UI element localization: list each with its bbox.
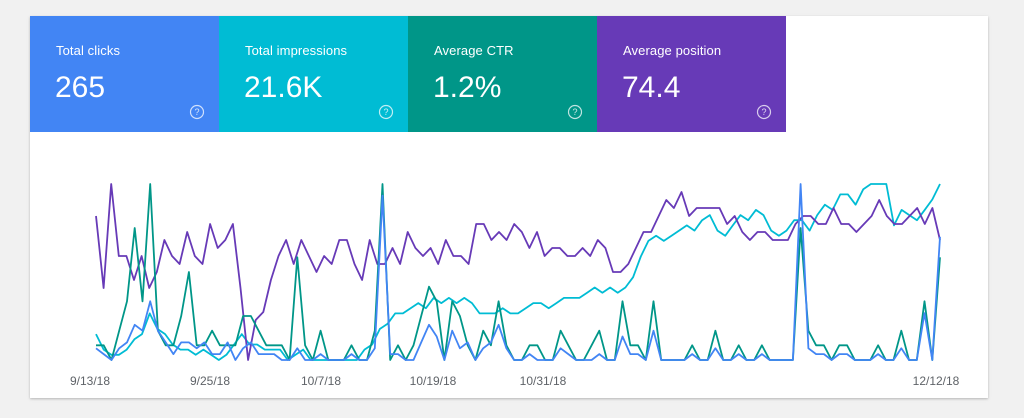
performance-card: Total clicks 265 ? Total impressions 21.… — [30, 16, 988, 398]
x-tick-label: 10/19/18 — [410, 374, 457, 388]
x-tick-label: 10/7/18 — [301, 374, 341, 388]
tile-value: 74.4 — [622, 71, 681, 104]
tile-value: 21.6K — [244, 71, 323, 104]
x-axis-ticks: 9/13/18 9/25/18 10/7/18 10/19/18 10/31/18 12/… — [70, 374, 960, 388]
chart-lines — [95, 183, 941, 361]
svg-text:?: ? — [572, 107, 577, 117]
tile-value: 1.2% — [433, 71, 502, 104]
x-tick-label: 9/25/18 — [190, 374, 230, 388]
svg-text:?: ? — [761, 107, 766, 117]
help-circle-icon[interactable]: ? — [189, 104, 205, 120]
tile-label: Average position — [623, 43, 722, 58]
svg-text:?: ? — [194, 107, 199, 117]
tile-label: Total clicks — [56, 43, 121, 58]
x-tick-label: 10/31/18 — [520, 374, 567, 388]
series-line-average-ctr — [96, 183, 941, 361]
performance-line-chart: 9/13/18 9/25/18 10/7/18 10/19/18 10/31/18 12/… — [70, 183, 960, 388]
tile-average-ctr[interactable]: Average CTR 1.2% ? — [408, 16, 597, 132]
tile-label: Average CTR — [434, 43, 514, 58]
help-circle-icon[interactable]: ? — [378, 104, 394, 120]
x-tick-label: 9/13/18 — [70, 374, 110, 388]
tile-total-clicks[interactable]: Total clicks 265 ? — [30, 16, 219, 132]
tile-value: 265 — [55, 71, 106, 104]
tile-label: Total impressions — [245, 43, 348, 58]
series-line-total-clicks — [95, 183, 941, 361]
tile-total-impressions[interactable]: Total impressions 21.6K ? — [219, 16, 408, 132]
help-circle-icon[interactable]: ? — [567, 104, 583, 120]
metric-tiles: Total clicks 265 ? Total impressions 21.… — [30, 16, 786, 132]
help-circle-icon[interactable]: ? — [756, 104, 772, 120]
svg-text:?: ? — [383, 107, 388, 117]
series-line-average-position — [95, 183, 941, 361]
x-tick-label: 12/12/18 — [913, 374, 960, 388]
tile-average-position[interactable]: Average position 74.4 ? — [597, 16, 786, 132]
series-line-total-impressions — [95, 183, 941, 361]
